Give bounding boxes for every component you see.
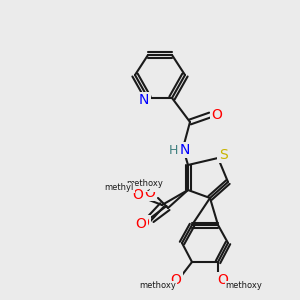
Text: methyl: methyl xyxy=(121,181,155,191)
Text: O: O xyxy=(212,108,222,122)
Text: H: H xyxy=(168,143,178,157)
Text: methoxy: methoxy xyxy=(140,281,176,290)
Text: methoxy: methoxy xyxy=(127,179,164,188)
Text: S: S xyxy=(219,148,227,162)
Text: methoxy: methoxy xyxy=(226,281,262,290)
Text: O: O xyxy=(171,273,182,287)
Text: O: O xyxy=(145,186,155,200)
Text: O: O xyxy=(139,216,149,230)
Text: O: O xyxy=(133,188,143,202)
Text: N: N xyxy=(139,93,149,107)
Text: N: N xyxy=(180,143,190,157)
Text: methyl: methyl xyxy=(104,184,134,193)
Text: O: O xyxy=(136,217,146,231)
Text: O: O xyxy=(218,273,228,287)
